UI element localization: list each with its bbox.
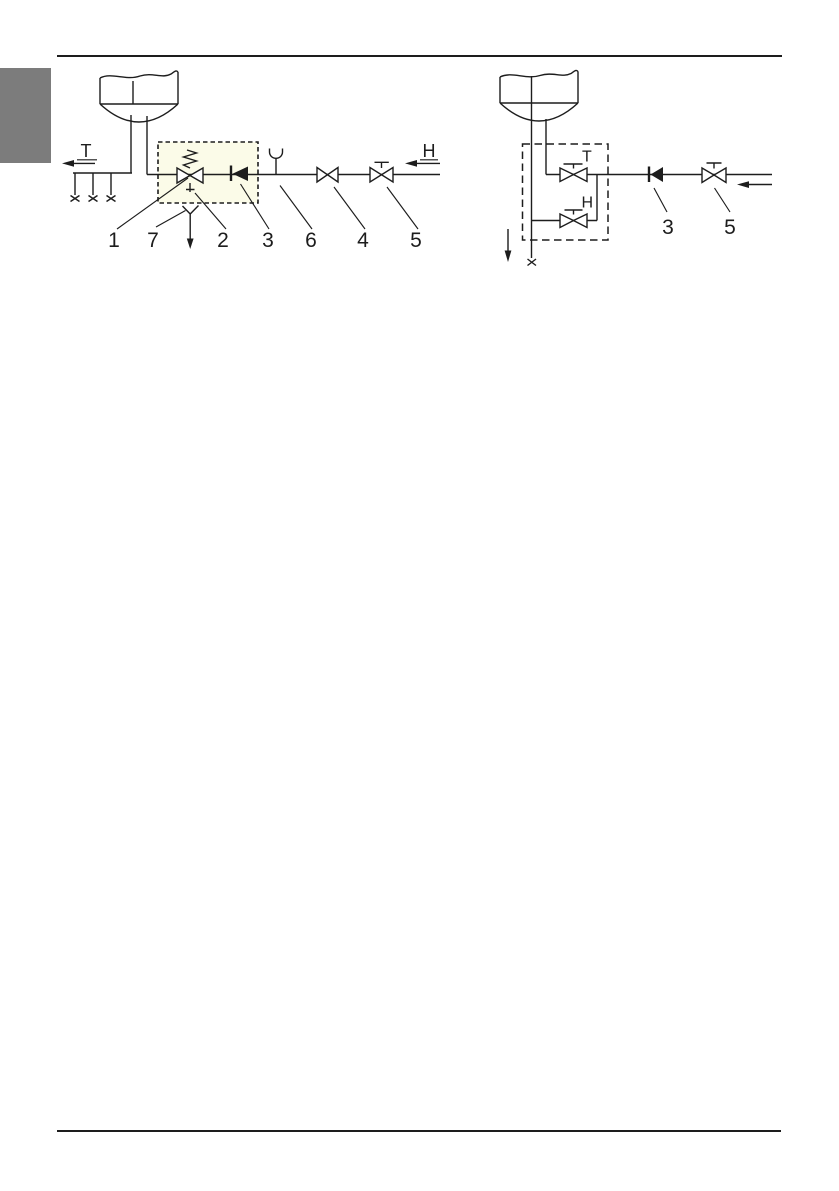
tank-walls	[499, 71, 579, 104]
tank-wavy-top	[499, 69, 579, 78]
schematic-right-svg: T H	[499, 69, 772, 267]
drain-valve-label: H	[582, 195, 594, 212]
left-arrow-icon	[62, 160, 74, 167]
callout-label: 5	[410, 229, 422, 252]
schematic-left-svg: T	[62, 70, 440, 252]
tank-dished-bottom	[499, 102, 579, 122]
callout-leaders	[116, 177, 419, 230]
down-arrow-icon	[186, 238, 194, 249]
safety-valve	[176, 149, 204, 192]
valve-handle-icon	[563, 163, 583, 169]
callout-label: 4	[357, 229, 369, 252]
cap-x-icon	[88, 194, 98, 203]
safety-valve-body-right	[188, 166, 204, 185]
leader-4	[333, 186, 366, 230]
valve-handle-icon	[706, 162, 722, 169]
tundish-drain	[181, 205, 200, 249]
schematic-tank-with-safety-group: T	[55, 60, 455, 260]
leader-3	[240, 183, 270, 230]
outflow-label: T	[81, 141, 92, 161]
callout-label: 3	[262, 229, 274, 252]
callout-labels: 3 5	[662, 216, 736, 239]
chapter-tab	[0, 68, 51, 163]
test-point-cup-icon	[268, 148, 284, 159]
leader-6	[279, 185, 313, 230]
down-arrow-icon	[504, 250, 512, 262]
storage-tank	[499, 69, 579, 122]
leader-3	[653, 187, 668, 213]
callout-label: 3	[662, 216, 674, 239]
schematic-tank-drain-fill-group: T H	[485, 60, 790, 275]
callout-label: 7	[147, 229, 159, 252]
valve-handle-icon	[564, 209, 583, 215]
storage-tank	[99, 70, 179, 123]
check-valve	[647, 166, 663, 182]
stop-valve-with-handle	[369, 161, 394, 184]
drain-valve: H	[559, 195, 594, 229]
leader-7	[155, 209, 186, 228]
tank-valve: T	[559, 149, 592, 183]
callout-labels: 1 7 2 3 6 4 5	[108, 229, 422, 252]
leader-5	[714, 187, 731, 213]
leader-2	[194, 192, 227, 230]
drain-direction-indicator	[504, 229, 512, 262]
callout-label: 6	[305, 229, 317, 252]
drain-drop-pipes	[74, 173, 112, 195]
safety-valve-body-left	[176, 166, 192, 185]
capped-ends	[70, 194, 116, 203]
callout-label: 5	[724, 216, 736, 239]
check-valve-cone-icon	[232, 166, 248, 181]
tank-wavy-top	[99, 70, 179, 79]
leader-5	[386, 186, 419, 230]
check-valve-cone-icon	[650, 167, 663, 182]
cap-x-icon	[527, 258, 537, 267]
outflow-indicator: T	[62, 141, 97, 167]
check-valve	[229, 165, 248, 181]
gate-valve	[316, 166, 339, 184]
tank-valve-label: T	[582, 149, 592, 166]
header-rule	[57, 55, 782, 57]
valve-handle-icon	[374, 161, 389, 168]
inflow-indicator	[737, 181, 772, 188]
spring-icon	[181, 149, 199, 169]
callout-leaders	[653, 187, 731, 213]
left-arrow-icon	[405, 160, 417, 167]
inflow-indicator: H	[405, 141, 440, 167]
stop-valve-with-handle	[701, 162, 727, 184]
left-arrow-icon	[737, 181, 749, 188]
cap-x-icon	[106, 194, 116, 203]
footer-rule	[57, 1130, 781, 1132]
test-point	[268, 148, 284, 175]
valve-drain-stub	[186, 183, 195, 192]
tank-walls	[99, 72, 179, 105]
tundish-funnel-icon	[181, 205, 200, 215]
callout-label: 1	[108, 229, 120, 252]
valve-group-boundary-box	[521, 143, 609, 241]
cap-x-icon	[70, 194, 80, 203]
tank-dished-bottom	[99, 103, 179, 123]
leader-1	[116, 177, 189, 230]
callout-label: 2	[217, 229, 229, 252]
inflow-label: H	[423, 141, 436, 161]
